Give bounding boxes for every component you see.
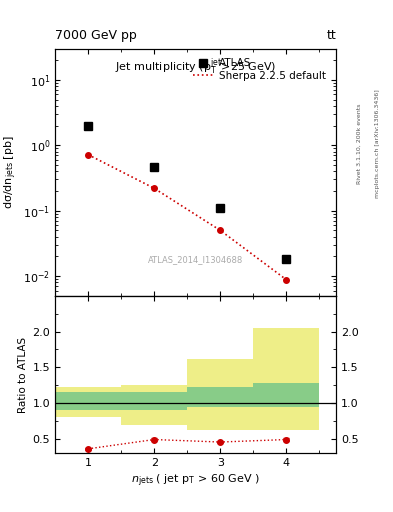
ATLAS xyxy=(218,205,223,211)
ATLAS xyxy=(284,257,289,263)
Y-axis label: dσ/dn$_\mathrm{jets}$ [pb]: dσ/dn$_\mathrm{jets}$ [pb] xyxy=(3,135,19,209)
ATLAS xyxy=(152,164,156,170)
Text: 7000 GeV pp: 7000 GeV pp xyxy=(55,29,137,42)
Text: ATLAS_2014_I1304688: ATLAS_2014_I1304688 xyxy=(148,254,243,264)
Line: Sherpa 2.2.5 default: Sherpa 2.2.5 default xyxy=(88,155,286,280)
Text: tt: tt xyxy=(326,29,336,42)
X-axis label: $n_\mathrm{jets}$ ( jet p$_\mathrm{T}$ > 60 GeV ): $n_\mathrm{jets}$ ( jet p$_\mathrm{T}$ >… xyxy=(131,472,260,488)
Sherpa 2.2.5 default xyxy=(284,276,289,283)
Legend: ATLAS, Sherpa 2.2.5 default: ATLAS, Sherpa 2.2.5 default xyxy=(191,56,328,83)
Line: ATLAS: ATLAS xyxy=(84,122,290,263)
Text: Jet multiplicity (p$_\mathrm{T}^\mathrm{jet}$>25 GeV): Jet multiplicity (p$_\mathrm{T}^\mathrm{… xyxy=(115,56,276,77)
Sherpa 2.2.5 default xyxy=(218,227,223,233)
Y-axis label: Ratio to ATLAS: Ratio to ATLAS xyxy=(18,336,28,413)
ATLAS xyxy=(86,122,90,129)
Text: Rivet 3.1.10, 200k events: Rivet 3.1.10, 200k events xyxy=(357,103,362,184)
Text: mcplots.cern.ch [arXiv:1306.3436]: mcplots.cern.ch [arXiv:1306.3436] xyxy=(375,89,380,198)
Sherpa 2.2.5 default xyxy=(86,152,90,158)
Sherpa 2.2.5 default xyxy=(152,185,156,191)
